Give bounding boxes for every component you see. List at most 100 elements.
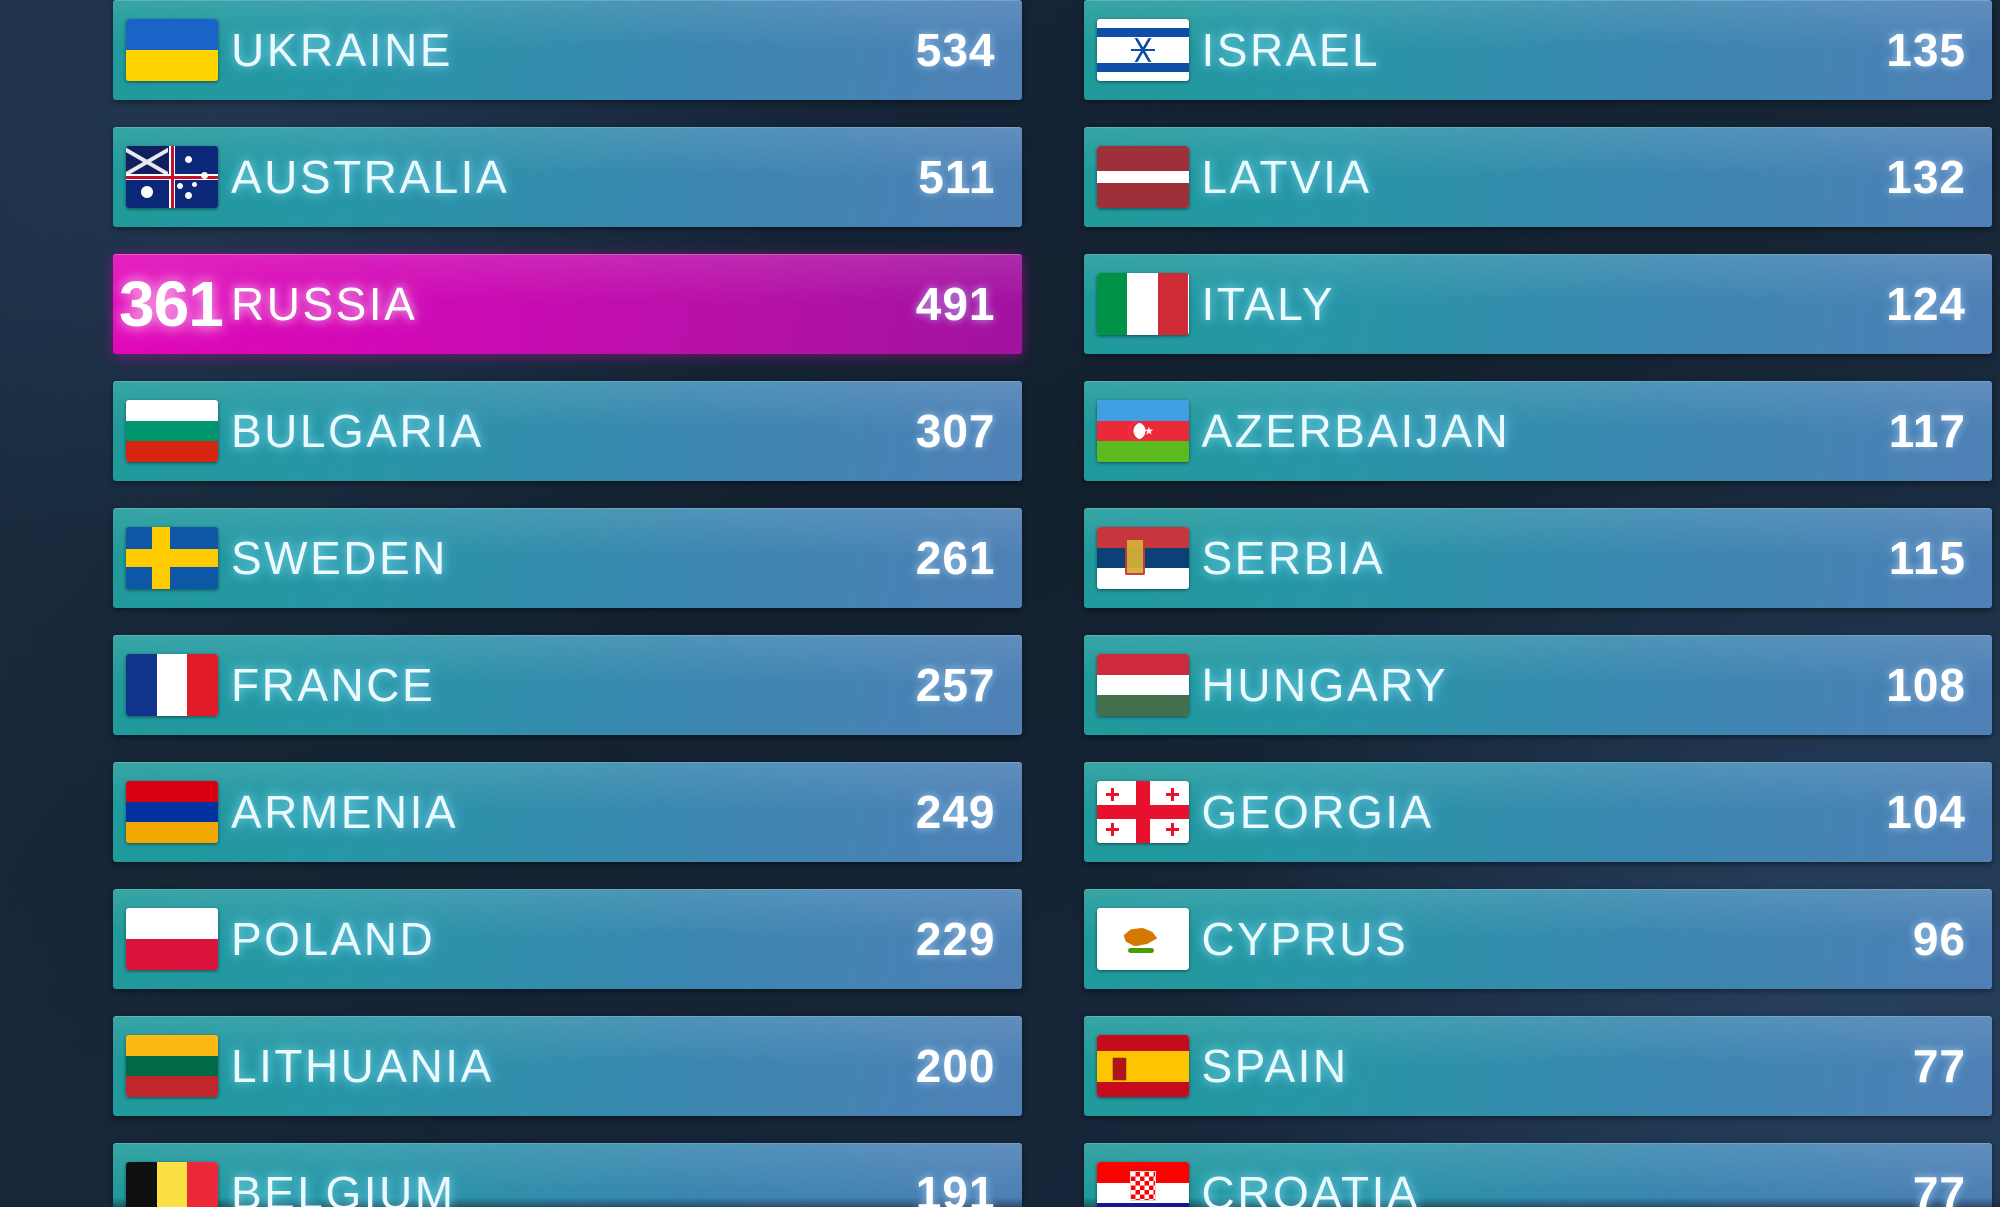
country-name: RUSSIA [231, 278, 418, 330]
flag-container [1084, 19, 1202, 81]
country-name: UKRAINE [231, 24, 453, 76]
country-name: GEORGIA [1201, 786, 1434, 838]
country-name: CROATIA [1201, 1167, 1421, 1207]
scoreboard-row[interactable]: BELGIUM 191 [113, 1143, 1022, 1207]
country-name: ITALY [1201, 278, 1335, 330]
country-score: 491 [915, 278, 996, 330]
ukraine-flag [126, 19, 218, 81]
country-score: 77 [1912, 1167, 1966, 1207]
scoreboard-row[interactable]: SWEDEN 261 [113, 508, 1022, 608]
latvia-flag [1096, 146, 1189, 208]
scoreboard-row[interactable]: SPAIN 77 [1083, 1016, 1992, 1116]
flag-container [1084, 400, 1202, 462]
scoreboard-row[interactable]: BULGARIA 307 [113, 381, 1022, 481]
country-score: 104 [1886, 786, 1966, 838]
flag-container [113, 146, 231, 208]
scoreboard-row[interactable]: SERBIA 115 [1083, 508, 1992, 608]
scoreboard-row[interactable]: HUNGARY 108 [1083, 635, 1992, 735]
croatia-flag [1096, 1162, 1189, 1207]
country-name: AZERBAIJAN [1201, 405, 1511, 457]
country-name: AUSTRALIA [231, 151, 510, 203]
country-score: 200 [915, 1040, 996, 1092]
scoreboard-row[interactable]: AZERBAIJAN 117 [1083, 381, 1992, 481]
country-score: 135 [1886, 24, 1966, 76]
scoreboard-row[interactable]: CYPRUS 96 [1083, 889, 1992, 989]
scoreboard-column-left: UKRAINE 534 AUSTRALIA 511 361 RUSSIA 491 BULGAR… [113, 0, 1022, 1207]
flag-container [113, 1035, 231, 1097]
country-score: 534 [915, 24, 996, 76]
country-name: SERBIA [1201, 532, 1386, 584]
country-name: CYPRUS [1201, 913, 1409, 965]
scoreboard-row[interactable]: GEORGIA 104 [1083, 762, 1992, 862]
lithuania-flag [126, 1035, 218, 1097]
georgia-flag [1096, 781, 1189, 843]
israel-flag [1096, 19, 1189, 81]
flag-container [113, 781, 231, 843]
country-name: SWEDEN [231, 532, 448, 584]
country-score: 257 [915, 659, 996, 711]
flag-container [1084, 781, 1202, 843]
flag-container [113, 400, 231, 462]
country-score: 229 [915, 913, 996, 965]
country-score: 115 [1888, 532, 1966, 584]
australia-flag [126, 146, 218, 208]
scoreboard-row[interactable]: AUSTRALIA 511 [113, 127, 1022, 227]
rank-badge: 361 [119, 268, 224, 340]
azerbaijan-flag [1096, 400, 1189, 462]
country-score: 307 [915, 405, 996, 457]
bulgaria-flag [126, 400, 218, 462]
scoreboard-row[interactable]: POLAND 229 [113, 889, 1022, 989]
flag-container [1084, 146, 1202, 208]
flag-container [113, 908, 231, 970]
country-name: BULGARIA [231, 405, 484, 457]
flag-container [113, 654, 231, 716]
flag-container [1084, 1035, 1202, 1097]
flag-container [113, 1162, 231, 1207]
flag-container [1084, 527, 1202, 589]
scoreboard-row[interactable]: LATVIA 132 [1083, 127, 1992, 227]
scoreboard-row[interactable]: ARMENIA 249 [113, 762, 1022, 862]
country-score: 108 [1886, 659, 1966, 711]
country-name: ARMENIA [231, 786, 459, 838]
hungary-flag [1096, 654, 1189, 716]
scoreboard-row[interactable]: ITALY 124 [1083, 254, 1992, 354]
scoreboard-row[interactable]: 361 RUSSIA 491 [113, 254, 1022, 354]
scoreboard-row[interactable]: ISRAEL 135 [1083, 0, 1992, 100]
flag-container [113, 527, 231, 589]
flag-container [1084, 654, 1202, 716]
scoreboard-row[interactable]: UKRAINE 534 [113, 0, 1022, 100]
country-name: LITHUANIA [231, 1040, 494, 1092]
poland-flag [126, 908, 218, 970]
country-name: BELGIUM [231, 1167, 456, 1207]
country-name: POLAND [231, 913, 436, 965]
scoreboard-row[interactable]: CROATIA 77 [1083, 1143, 1992, 1207]
flag-container [1084, 273, 1202, 335]
belgium-flag [126, 1162, 218, 1207]
country-name: HUNGARY [1201, 659, 1449, 711]
country-score: 96 [1912, 913, 1966, 965]
country-score: 511 [918, 151, 996, 203]
armenia-flag [126, 781, 218, 843]
country-name: SPAIN [1201, 1040, 1349, 1092]
flag-container [1084, 908, 1202, 970]
serbia-flag [1096, 527, 1189, 589]
scoreboard-column-right: ISRAEL 135 LATVIA 132 ITALY 124 AZERBAIJAN 117 S… [1083, 0, 1992, 1207]
country-score: 132 [1886, 151, 1966, 203]
country-name: LATVIA [1201, 151, 1372, 203]
country-score: 249 [915, 786, 996, 838]
italy-flag [1096, 273, 1189, 335]
country-name: ISRAEL [1201, 24, 1381, 76]
scoreboard-row[interactable]: LITHUANIA 200 [113, 1016, 1022, 1116]
country-score: 77 [1912, 1040, 1966, 1092]
country-name: FRANCE [231, 659, 436, 711]
france-flag [126, 654, 218, 716]
flag-container [113, 19, 231, 81]
scoreboard-row[interactable]: FRANCE 257 [113, 635, 1022, 735]
spain-flag [1096, 1035, 1189, 1097]
country-score: 261 [915, 532, 996, 584]
cyprus-flag [1096, 908, 1189, 970]
country-score: 191 [915, 1167, 996, 1207]
sweden-flag [126, 527, 218, 589]
flag-container [1084, 1162, 1202, 1207]
